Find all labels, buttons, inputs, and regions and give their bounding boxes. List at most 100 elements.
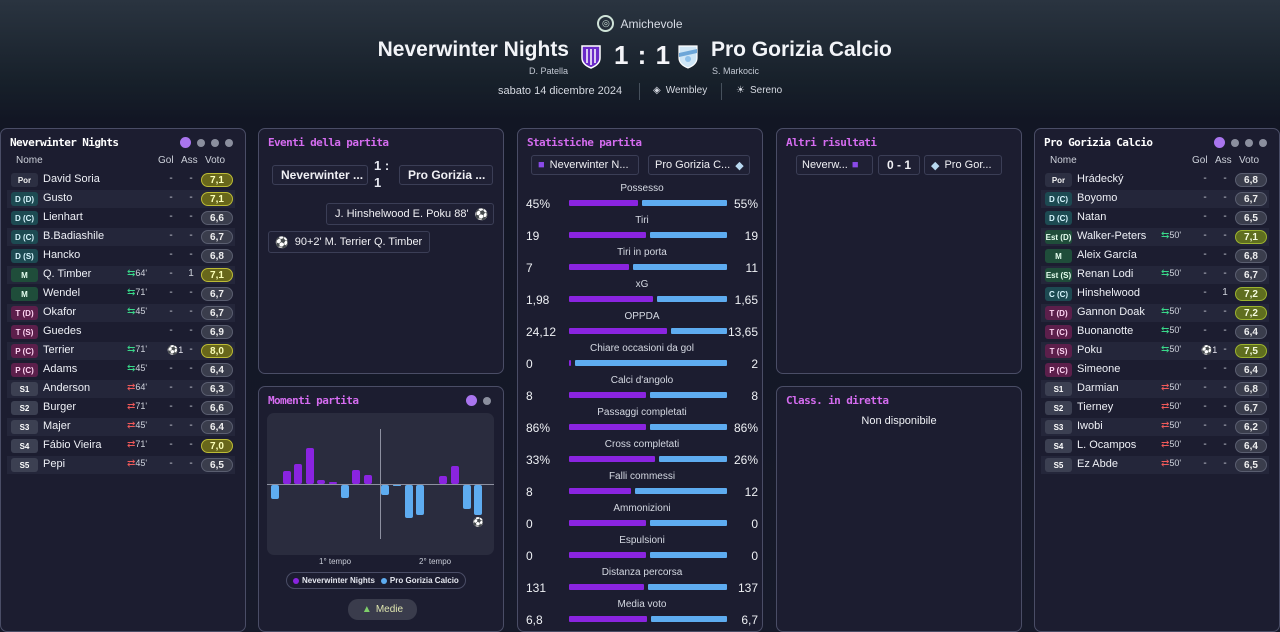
player-row[interactable]: S1 Anderson ⇄64' - -6,3 <box>7 380 235 398</box>
player-name[interactable]: Tierney <box>1077 401 1114 413</box>
player-row[interactable]: M Q. Timber ⇆64' - 1 7,1 <box>7 266 235 284</box>
player-name[interactable]: Anderson <box>43 382 91 394</box>
stat-row: Ammonizioni 0 0 <box>526 503 758 535</box>
player-name[interactable]: Adams <box>43 363 78 375</box>
pager-dot[interactable] <box>1214 137 1225 148</box>
player-row[interactable]: S3 Majer ⇄45' - -6,4 <box>7 418 235 436</box>
pager-dot[interactable] <box>197 138 205 147</box>
events-home-team[interactable]: Neverwinter ... <box>272 165 368 185</box>
stats-away-team[interactable]: Pro Gorizia C... ◆ <box>648 155 750 175</box>
pager-dot[interactable] <box>466 395 477 406</box>
competition[interactable]: ◎ Amichevole <box>0 15 1280 32</box>
player-row[interactable]: Por David Soria - -7,1 <box>7 171 235 189</box>
player-row[interactable]: P (C) Adams ⇆45' - -6,4 <box>7 361 235 379</box>
home-team-name[interactable]: Neverwinter Nights <box>377 38 569 61</box>
pager-dot[interactable] <box>211 138 219 147</box>
player-name[interactable]: Wendel <box>43 287 81 299</box>
player-name[interactable]: Gannon Doak <box>1077 306 1145 318</box>
player-name[interactable]: Buonanotte <box>1077 325 1134 337</box>
events-score: 1 : 1 <box>374 158 390 190</box>
player-name[interactable]: Walker-Peters <box>1077 230 1147 242</box>
player-name[interactable]: Ez Abde <box>1077 458 1118 470</box>
events-away-team[interactable]: Pro Gorizia ... <box>399 165 493 185</box>
player-name[interactable]: Okafor <box>43 306 77 318</box>
player-name[interactable]: Boyomo <box>1077 192 1118 204</box>
player-name[interactable]: L. Ocampos <box>1077 439 1137 451</box>
player-name[interactable]: Aleix García <box>1077 249 1137 261</box>
player-name[interactable]: Hrádecký <box>1077 173 1124 185</box>
player-row[interactable]: M Aleix García - -6,8 <box>1041 247 1269 265</box>
player-row[interactable]: D (C) B.Badiashile - -6,7 <box>7 228 235 246</box>
player-row[interactable]: S4 Fábio Vieira ⇄71' - -7,0 <box>7 437 235 455</box>
panel-pager[interactable] <box>1214 137 1267 148</box>
player-name[interactable]: Terrier <box>43 344 75 356</box>
pager-dot[interactable] <box>1259 138 1267 147</box>
player-name[interactable]: Majer <box>43 420 71 432</box>
player-row[interactable]: Est (D) Walker-Peters ⇆50' - -7,1 <box>1041 228 1269 246</box>
player-row[interactable]: D (C) Lienhart - -6,6 <box>7 209 235 227</box>
goals-value: - <box>1203 439 1207 450</box>
pager-dot[interactable] <box>180 137 191 148</box>
result-away[interactable]: ◆ Pro Gor... <box>924 155 1002 175</box>
player-row[interactable]: D (D) Gusto - -7,1 <box>7 190 235 208</box>
pager-dot[interactable] <box>1245 138 1253 147</box>
player-row[interactable]: T (S) Guedes - -6,9 <box>7 323 235 341</box>
player-row[interactable]: S5 Pepi ⇄45' - -6,5 <box>7 456 235 474</box>
panel-pager[interactable] <box>466 395 491 406</box>
away-team-name[interactable]: Pro Gorizia Calcio <box>711 38 892 61</box>
event-item[interactable]: ⚽ 90+2' M. Terrier Q. Timber <box>268 231 430 253</box>
stats-home-team[interactable]: ■ Neverwinter N... <box>531 155 639 175</box>
result-home[interactable]: Neverw... ■ <box>796 155 873 175</box>
player-name[interactable]: Iwobi <box>1077 420 1103 432</box>
player-row[interactable]: T (S) Poku ⇆50' ⚽1-7,5 <box>1041 342 1269 360</box>
player-row[interactable]: C (C) Hinshelwood - 1 7,2 <box>1041 285 1269 303</box>
player-name[interactable]: Pepi <box>43 458 66 470</box>
player-row[interactable]: S1 Darmian ⇄50' - -6,8 <box>1041 380 1269 398</box>
player-row[interactable]: S2 Tierney ⇄50' - -6,7 <box>1041 399 1269 417</box>
player-row[interactable]: S4 L. Ocampos ⇄50' - -6,4 <box>1041 437 1269 455</box>
home-crest-icon[interactable] <box>580 44 602 69</box>
player-name[interactable]: Q. Timber <box>43 268 92 280</box>
away-crest-icon[interactable] <box>677 44 699 69</box>
panel-pager[interactable] <box>180 137 233 148</box>
player-row[interactable]: D (C) Boyomo - -6,7 <box>1041 190 1269 208</box>
home-manager[interactable]: D. Patella <box>528 66 568 76</box>
substitution-info: ⇆45' <box>127 306 147 317</box>
player-name[interactable]: Poku <box>1077 344 1103 356</box>
player-name[interactable]: Gusto <box>43 192 73 204</box>
away-manager[interactable]: S. Markocic <box>712 66 760 76</box>
player-name[interactable]: Hinshelwood <box>1077 287 1140 299</box>
assists-value: - <box>189 363 193 374</box>
player-row[interactable]: P (C) Simeone - -6,4 <box>1041 361 1269 379</box>
player-name[interactable]: Renan Lodi <box>1077 268 1134 280</box>
averages-button[interactable]: ▲ Medie <box>348 599 417 620</box>
pager-dot[interactable] <box>483 396 491 405</box>
player-row[interactable]: T (D) Okafor ⇆45' - -6,7 <box>7 304 235 322</box>
player-row[interactable]: Est (S) Renan Lodi ⇆50' - -6,7 <box>1041 266 1269 284</box>
result-score[interactable]: 0 - 1 <box>878 155 920 175</box>
player-row[interactable]: S5 Ez Abde ⇄50' - -6,5 <box>1041 456 1269 474</box>
player-name[interactable]: Guedes <box>43 325 82 337</box>
player-name[interactable]: Lienhart <box>43 211 83 223</box>
player-name[interactable]: Darmian <box>1077 382 1119 394</box>
player-name[interactable]: Hancko <box>43 249 81 261</box>
player-row[interactable]: S3 Iwobi ⇄50' - -6,2 <box>1041 418 1269 436</box>
player-row[interactable]: D (C) Natan - -6,5 <box>1041 209 1269 227</box>
player-row[interactable]: M Wendel ⇆71' - -6,7 <box>7 285 235 303</box>
pager-dot[interactable] <box>225 138 233 147</box>
player-name[interactable]: David Soria <box>43 173 100 185</box>
player-name[interactable]: Fábio Vieira <box>43 439 102 451</box>
player-row[interactable]: S2 Burger ⇄71' - -6,6 <box>7 399 235 417</box>
player-row[interactable]: T (C) Buonanotte ⇆50' - -6,4 <box>1041 323 1269 341</box>
player-name[interactable]: Natan <box>1077 211 1107 223</box>
substitution-icon: ⇆ <box>1161 268 1170 279</box>
player-name[interactable]: Simeone <box>1077 363 1121 375</box>
pager-dot[interactable] <box>1231 138 1239 147</box>
player-name[interactable]: B.Badiashile <box>43 230 105 242</box>
player-row[interactable]: T (D) Gannon Doak ⇆50' - -7,2 <box>1041 304 1269 322</box>
player-row[interactable]: D (S) Hancko - -6,8 <box>7 247 235 265</box>
player-row[interactable]: Por Hrádecký - -6,8 <box>1041 171 1269 189</box>
event-item[interactable]: J. Hinshelwood E. Poku 88' ⚽ <box>326 203 494 225</box>
player-row[interactable]: P (C) Terrier ⇆71' ⚽1-8,0 <box>7 342 235 360</box>
player-name[interactable]: Burger <box>43 401 77 413</box>
